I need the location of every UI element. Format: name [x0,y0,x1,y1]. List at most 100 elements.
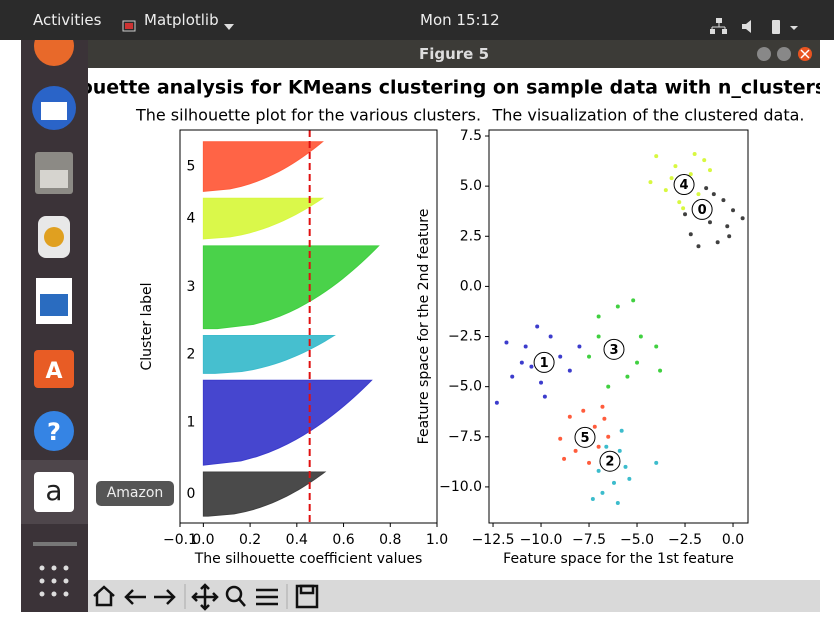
point [625,374,630,379]
point [702,158,707,163]
point [658,368,663,373]
activities[interactable]: Activities [33,11,102,29]
show-apps[interactable] [39,565,69,597]
axes-frame [179,129,438,524]
x-tick-label: 0.2 [239,532,261,548]
x-tick-label: −0.1 [163,532,197,548]
silhouette-band [202,471,327,517]
firefox[interactable] [34,26,74,66]
point [627,476,632,481]
x-tick-label: −7.5 [572,532,606,548]
point [654,154,659,159]
point [573,448,578,453]
point [606,434,611,439]
point [648,180,653,185]
point [562,456,567,461]
point [519,360,524,365]
top-bar: Activities Matplotlib Mon 15:12 [0,0,834,40]
point [707,220,712,225]
cluster-label: 3 [186,279,195,295]
point [611,480,616,485]
clock[interactable]: Mon 15:12 [420,11,500,29]
y-tick-label: 7.5 [460,128,482,144]
point [558,436,563,441]
point [673,164,678,169]
point [669,176,674,181]
pan-button[interactable] [191,583,219,611]
x-tick-label: −12.5 [472,532,515,548]
point [592,424,597,429]
status-icons[interactable] [710,18,800,36]
zoom-button[interactable] [225,585,243,603]
dock-icons: A ? a [21,26,88,597]
point [558,354,563,359]
silhouette-band [202,197,325,240]
point [567,414,572,419]
svg-text:?: ? [47,418,61,446]
point [715,240,720,245]
point [727,234,732,239]
svg-text:A: A [45,359,62,384]
point [725,224,730,229]
point [617,448,622,453]
point [683,212,688,217]
back-button[interactable] [124,589,146,605]
point [567,368,572,373]
figure: Silhouette analysis for KMeans clusterin… [88,68,820,580]
point [590,496,595,501]
point [704,186,709,191]
x-tick-label: 0.0 [722,532,744,548]
configure-button[interactable] [256,588,278,606]
forward-button[interactable] [154,589,176,605]
amazon[interactable] [34,472,74,512]
center-marker [599,450,621,472]
software[interactable] [34,350,74,388]
point [619,428,624,433]
y-tick-label: −10.0 [439,479,482,495]
silhouette-band [202,334,336,374]
point [731,208,736,213]
x-axis-label: Feature space for the 1st feature [503,551,734,567]
point [638,334,643,339]
point [740,216,745,221]
point [602,416,607,421]
window-buttons[interactable] [756,46,818,62]
x-axis-label: The silhouette coefficient values [194,551,423,567]
x-tick-label: 0.4 [286,532,308,548]
figure-canvas: Silhouette analysis for KMeans clusterin… [88,77,820,568]
center-marker [533,351,555,373]
y-tick-label: −2.5 [448,329,482,345]
point [663,188,668,193]
x-tick-label: −5.0 [620,532,654,548]
app-menu[interactable]: Matplotlib [144,11,219,29]
figure-title: Silhouette analysis for KMeans clusterin… [88,77,820,99]
center-label: 3 [609,343,618,358]
point [707,168,712,173]
point [615,304,620,309]
point [504,340,509,345]
app-icon [122,20,136,32]
center-label: 5 [580,431,589,446]
point [523,344,528,349]
point [542,394,547,399]
x-tick-label: 0.8 [379,532,401,548]
point [581,408,586,413]
silhouette-band [202,245,380,330]
point [510,374,515,379]
point [587,354,592,359]
silhouette-band [202,141,324,192]
y-tick-label: −5.0 [448,379,482,395]
point [596,334,601,339]
window-title-text: Figure 5 [418,45,490,63]
y-tick-label: −7.5 [448,429,482,445]
dock-tooltip: Amazon [96,481,174,506]
home-button[interactable] [93,585,115,607]
point [494,400,499,405]
center-marker [673,174,695,196]
y-tick-label: 5.0 [460,178,482,194]
help[interactable] [34,411,74,451]
point [654,460,659,465]
point [600,490,605,495]
center-marker [603,338,625,360]
